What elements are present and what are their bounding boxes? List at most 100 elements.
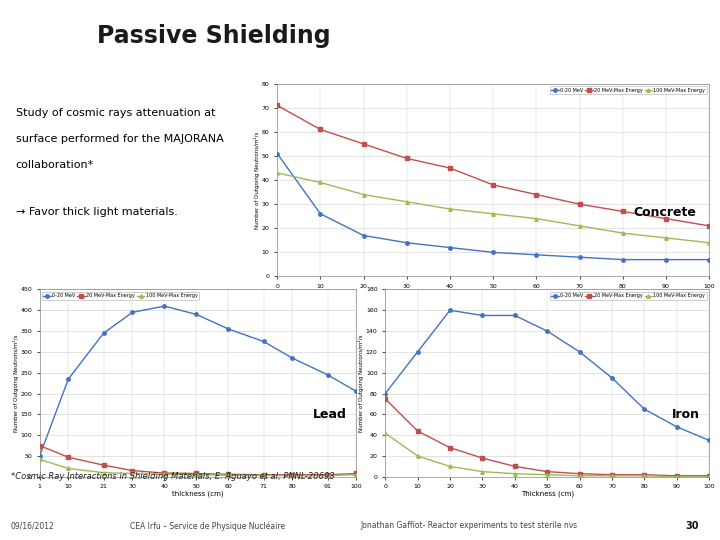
100 MeV-Max Energy [608, 472, 616, 479]
0-20 MeV [640, 406, 649, 413]
20 MeV-Max Energy [402, 155, 411, 161]
Text: 30: 30 [685, 521, 698, 531]
100 MeV-Max Energy [575, 222, 584, 229]
100 MeV-Max Energy [532, 215, 541, 222]
0-20 MeV [99, 330, 108, 336]
20 MeV-Max Energy [192, 470, 201, 477]
0-20 MeV [532, 252, 541, 258]
Polygon shape [0, 0, 83, 52]
20 MeV-Max Energy [288, 471, 297, 478]
100 MeV-Max Energy [446, 463, 454, 470]
X-axis label: thickness (cm): thickness (cm) [172, 491, 224, 497]
100 MeV-Max Energy [192, 471, 201, 478]
0-20 MeV [575, 254, 584, 260]
Text: collaboration*: collaboration* [16, 160, 94, 170]
0-20 MeV [489, 249, 498, 255]
Text: CEA Irfu – Service de Physique Nucléaire: CEA Irfu – Service de Physique Nucléaire [130, 521, 284, 531]
Text: Jonathan Gaffiot- Reactor experiments to test sterile nνs: Jonathan Gaffiot- Reactor experiments to… [360, 522, 577, 530]
20 MeV-Max Energy [35, 442, 44, 449]
Line: 0-20 MeV: 0-20 MeV [384, 308, 711, 442]
100 MeV-Max Energy [316, 179, 325, 186]
20 MeV-Max Energy [618, 208, 627, 215]
0-20 MeV [352, 388, 361, 395]
100 MeV-Max Energy [662, 235, 670, 241]
0-20 MeV [510, 312, 519, 319]
100 MeV-Max Energy [640, 472, 649, 479]
0-20 MeV [128, 309, 137, 315]
20 MeV-Max Energy [489, 181, 498, 188]
100 MeV-Max Energy [478, 468, 487, 475]
0-20 MeV [160, 303, 168, 309]
20 MeV-Max Energy [160, 470, 168, 476]
20 MeV-Max Energy [608, 471, 616, 478]
100 MeV-Max Energy [259, 472, 268, 478]
100 MeV-Max Energy [510, 470, 519, 477]
Text: 09/16/2012: 09/16/2012 [11, 522, 55, 530]
0-20 MeV [672, 423, 681, 430]
20 MeV-Max Energy [99, 462, 108, 468]
0-20 MeV [608, 375, 616, 381]
100 MeV-Max Energy [64, 465, 73, 472]
20 MeV-Max Energy [64, 454, 73, 461]
20 MeV-Max Energy [224, 471, 233, 477]
X-axis label: Thickness (cm): Thickness (cm) [467, 291, 520, 297]
100 MeV-Max Energy [224, 472, 233, 478]
100 MeV-Max Energy [35, 456, 44, 463]
Text: Study of cosmic rays attenuation at: Study of cosmic rays attenuation at [16, 108, 215, 118]
20 MeV-Max Energy [413, 428, 422, 434]
0-20 MeV [446, 307, 454, 314]
20 MeV-Max Energy [316, 126, 325, 133]
Line: 0-20 MeV: 0-20 MeV [276, 152, 711, 261]
20 MeV-Max Energy [352, 470, 361, 477]
100 MeV-Max Energy [352, 471, 361, 478]
0-20 MeV [446, 244, 454, 251]
100 MeV-Max Energy [381, 430, 390, 436]
100 MeV-Max Energy [413, 453, 422, 459]
0-20 MeV [35, 453, 44, 459]
20 MeV-Max Energy [575, 201, 584, 207]
100 MeV-Max Energy [705, 474, 714, 480]
Line: 20 MeV-Max Energy: 20 MeV-Max Energy [276, 104, 711, 228]
0-20 MeV [402, 240, 411, 246]
20 MeV-Max Energy [381, 395, 390, 402]
0-20 MeV [359, 232, 368, 239]
20 MeV-Max Energy [543, 468, 552, 475]
Text: Iron: Iron [672, 408, 700, 421]
Line: 0-20 MeV: 0-20 MeV [38, 305, 358, 458]
0-20 MeV [259, 338, 268, 345]
Polygon shape [0, 45, 83, 73]
Text: → Favor thick light materials.: → Favor thick light materials. [16, 207, 178, 218]
Line: 20 MeV-Max Energy: 20 MeV-Max Energy [38, 444, 358, 476]
Line: 100 MeV-Max Energy: 100 MeV-Max Energy [384, 431, 711, 478]
20 MeV-Max Energy [640, 471, 649, 478]
Text: Concrete: Concrete [634, 206, 696, 219]
100 MeV-Max Energy [543, 471, 552, 478]
20 MeV-Max Energy [478, 455, 487, 461]
20 MeV-Max Energy [446, 444, 454, 451]
20 MeV-Max Energy [705, 222, 714, 229]
0-20 MeV [288, 355, 297, 361]
X-axis label: Thickness (cm): Thickness (cm) [521, 491, 574, 497]
100 MeV-Max Energy [359, 191, 368, 198]
100 MeV-Max Energy [618, 230, 627, 237]
0-20 MeV [618, 256, 627, 263]
Legend: 0-20 MeV, 20 MeV-Max Energy, 100 MeV-Max Energy: 0-20 MeV, 20 MeV-Max Energy, 100 MeV-Max… [42, 292, 199, 300]
0-20 MeV [478, 312, 487, 319]
100 MeV-Max Energy [99, 469, 108, 476]
100 MeV-Max Energy [160, 471, 168, 477]
100 MeV-Max Energy [672, 474, 681, 480]
20 MeV-Max Energy [259, 471, 268, 478]
20 MeV-Max Energy [672, 472, 681, 479]
20 MeV-Max Energy [705, 472, 714, 479]
Line: 100 MeV-Max Energy: 100 MeV-Max Energy [276, 171, 711, 245]
100 MeV-Max Energy [446, 206, 454, 212]
Text: Passive Shielding: Passive Shielding [97, 24, 330, 49]
0-20 MeV [575, 349, 584, 355]
100 MeV-Max Energy [273, 170, 282, 176]
Y-axis label: Number of Outgoing Neutrons/m²/s: Number of Outgoing Neutrons/m²/s [254, 131, 261, 229]
Text: *Cosmic Ray Interactions in Shielding Materials, E. Aguayo et al, PNNL-20693: *Cosmic Ray Interactions in Shielding Ma… [11, 471, 335, 481]
100 MeV-Max Energy [489, 211, 498, 217]
0-20 MeV [192, 311, 201, 318]
0-20 MeV [705, 256, 714, 263]
Legend: 0-20 MeV, 20 MeV-Max Energy, 100 MeV-Max Energy: 0-20 MeV, 20 MeV-Max Energy, 100 MeV-Max… [550, 86, 707, 94]
